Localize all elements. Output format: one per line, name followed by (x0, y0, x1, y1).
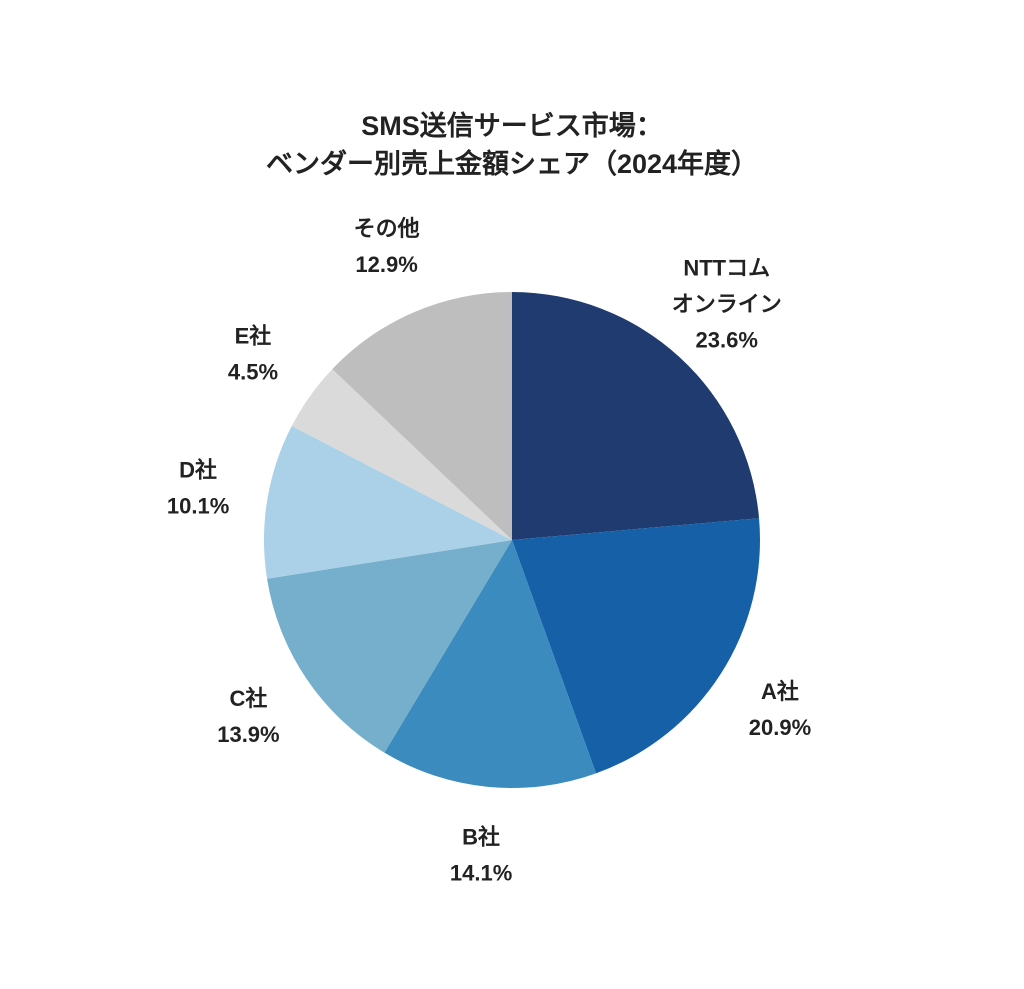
slice-value-label: 20.9% (749, 715, 811, 740)
pie-slice (512, 518, 760, 774)
slice-label: E社 (235, 323, 272, 348)
slice-label: A社 (761, 679, 799, 704)
slice-value-label: 12.9% (355, 252, 417, 277)
pie-slice (291, 369, 512, 540)
pie-slice (512, 292, 760, 540)
pie-slice (267, 540, 512, 753)
pie-slice (384, 540, 597, 788)
slice-value-label: 4.5% (228, 359, 278, 384)
slice-label: D社 (179, 457, 217, 482)
pie-slice (332, 292, 512, 540)
pie-slice (264, 426, 512, 579)
slice-label: B社 (462, 824, 500, 849)
slice-value-label: 23.6% (696, 327, 758, 352)
slice-value-label: 14.1% (450, 860, 512, 885)
slice-label: C社 (229, 686, 267, 711)
slice-label: その他 (354, 216, 420, 241)
slice-value-label: 10.1% (167, 493, 229, 518)
chart-title: SMS送信サービス市場：ベンダー別売上金額シェア（2024年度） (266, 110, 758, 179)
slice-value-label: 13.9% (217, 722, 279, 747)
slice-label: NTTコムオンライン (672, 255, 782, 316)
